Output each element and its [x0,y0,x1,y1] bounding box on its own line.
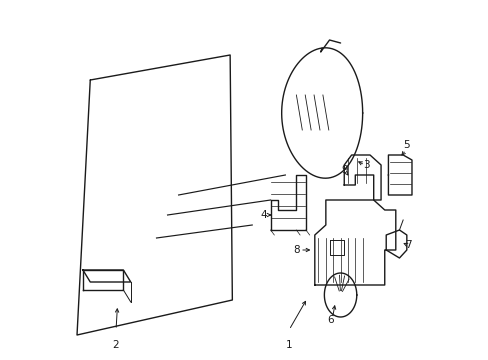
Text: 5: 5 [402,140,408,150]
Text: 2: 2 [113,340,119,350]
Text: 4: 4 [260,210,266,220]
Text: 7: 7 [404,240,411,250]
Text: 6: 6 [327,315,334,325]
Text: 1: 1 [285,340,292,350]
Text: 8: 8 [292,245,299,255]
Text: 3: 3 [362,160,369,170]
Text: 9: 9 [340,165,347,175]
